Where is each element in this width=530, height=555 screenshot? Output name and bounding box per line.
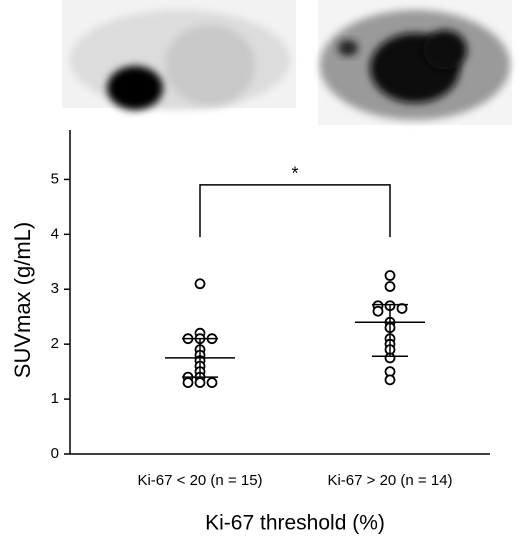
y-tick-label: 2: [51, 335, 59, 352]
y-tick-label: 0: [51, 445, 59, 462]
pet-image-low: [62, 0, 296, 110]
data-point: [384, 270, 396, 281]
y-tick-label: 5: [51, 170, 59, 187]
pet-image-high: [318, 0, 512, 125]
data-point: [206, 377, 218, 389]
x-tick-label: Ki-67 > 20 (n = 14): [327, 472, 452, 489]
data-point: [384, 374, 396, 386]
y-tick-label: 4: [51, 225, 59, 242]
significance-bracket: [199, 184, 391, 238]
x-axis-label: Ki-67 threshold (%): [205, 512, 385, 535]
data-point: [194, 278, 206, 290]
y-tick-label: 3: [51, 280, 59, 297]
data-point: [372, 305, 384, 317]
data-point: [194, 377, 206, 389]
data-point: [384, 281, 396, 292]
x-tick-label: Ki-67 < 20 (n = 15): [137, 472, 262, 489]
y-axis-label: SUVmax (g/mL): [10, 222, 35, 378]
data-point: [182, 377, 194, 389]
y-tick-label: 1: [51, 390, 59, 407]
significance-label: *: [291, 164, 298, 184]
